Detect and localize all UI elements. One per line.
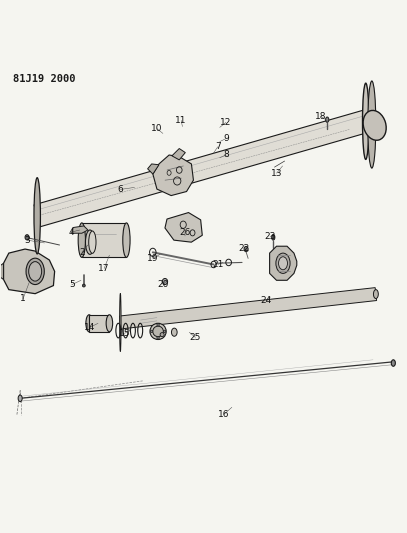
Ellipse shape <box>171 328 177 336</box>
Ellipse shape <box>34 177 40 254</box>
Ellipse shape <box>374 289 379 298</box>
Polygon shape <box>72 226 88 233</box>
Polygon shape <box>0 263 4 279</box>
Ellipse shape <box>363 110 386 140</box>
Ellipse shape <box>120 294 121 351</box>
Ellipse shape <box>18 395 22 401</box>
Polygon shape <box>82 223 127 257</box>
Text: 3: 3 <box>24 236 30 245</box>
Ellipse shape <box>278 257 287 270</box>
Polygon shape <box>269 246 297 280</box>
Text: 26: 26 <box>179 228 191 237</box>
Polygon shape <box>153 155 193 196</box>
Text: 2: 2 <box>79 248 85 257</box>
Ellipse shape <box>86 315 92 332</box>
Ellipse shape <box>363 83 369 159</box>
Ellipse shape <box>276 253 290 273</box>
Ellipse shape <box>163 330 166 333</box>
Ellipse shape <box>25 235 29 240</box>
Text: 22: 22 <box>239 244 249 253</box>
Text: 25: 25 <box>190 333 201 342</box>
Text: 21: 21 <box>212 260 223 269</box>
Text: 1: 1 <box>20 294 26 303</box>
Ellipse shape <box>162 278 168 285</box>
Text: 19: 19 <box>147 254 159 263</box>
Polygon shape <box>148 164 159 174</box>
Polygon shape <box>4 249 55 294</box>
Polygon shape <box>34 110 369 227</box>
Polygon shape <box>172 149 185 160</box>
Ellipse shape <box>160 333 164 337</box>
Ellipse shape <box>85 230 94 254</box>
Ellipse shape <box>391 360 395 366</box>
Text: 5: 5 <box>69 280 74 289</box>
Ellipse shape <box>28 262 42 281</box>
Ellipse shape <box>123 223 130 257</box>
Text: 13: 13 <box>271 169 282 177</box>
Ellipse shape <box>89 231 96 253</box>
Text: 8: 8 <box>223 150 229 159</box>
Text: 14: 14 <box>84 323 96 332</box>
Polygon shape <box>89 315 109 332</box>
Text: 23: 23 <box>265 231 276 240</box>
Text: 15: 15 <box>119 329 130 338</box>
Ellipse shape <box>271 235 275 240</box>
Text: 18: 18 <box>315 112 327 121</box>
Text: 9: 9 <box>223 134 229 143</box>
Ellipse shape <box>78 223 85 257</box>
Ellipse shape <box>368 81 376 168</box>
Ellipse shape <box>157 337 159 339</box>
Ellipse shape <box>106 315 113 332</box>
Text: 10: 10 <box>151 124 163 133</box>
Ellipse shape <box>150 324 166 340</box>
Ellipse shape <box>157 324 159 326</box>
Text: 4: 4 <box>69 228 74 237</box>
Ellipse shape <box>26 258 44 285</box>
Text: 16: 16 <box>218 410 230 419</box>
Polygon shape <box>165 213 202 242</box>
Text: 11: 11 <box>175 116 187 125</box>
Text: 20: 20 <box>157 280 168 289</box>
Text: 7: 7 <box>215 142 221 151</box>
Ellipse shape <box>326 117 329 122</box>
Ellipse shape <box>83 284 85 287</box>
Ellipse shape <box>150 330 153 333</box>
Text: 17: 17 <box>98 264 110 273</box>
Polygon shape <box>120 288 376 329</box>
Text: 6: 6 <box>118 185 123 194</box>
Ellipse shape <box>153 326 163 337</box>
Text: 81J19 2000: 81J19 2000 <box>13 74 75 84</box>
Ellipse shape <box>244 246 248 252</box>
Text: 12: 12 <box>220 118 232 127</box>
Text: 24: 24 <box>261 296 272 305</box>
